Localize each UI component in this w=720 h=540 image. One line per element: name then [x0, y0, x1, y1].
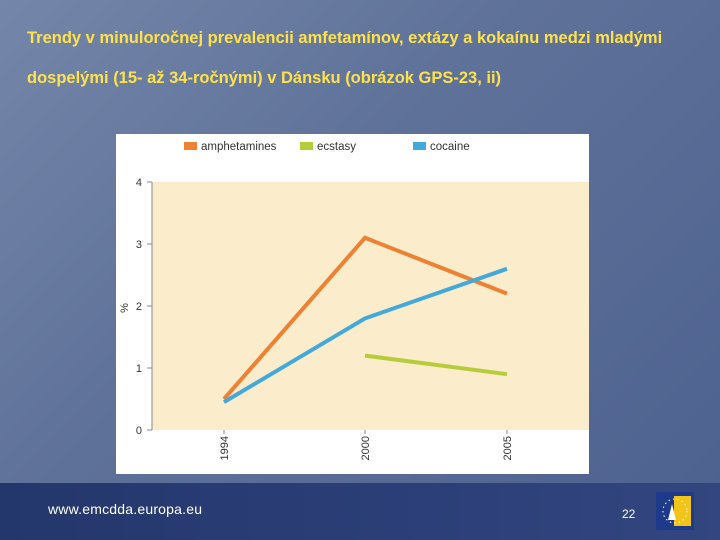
slide-title: Trendy v minuloročnej prevalencii amfeta… — [27, 29, 663, 87]
legend-label-ecstasy: ecstasy — [317, 141, 356, 153]
legend-swatch-amphetamines — [184, 142, 197, 150]
chart-panel: amphetamines ecstasy cocaine 0 1 2 3 4 1994 200… — [116, 134, 589, 474]
y-axis-label: % — [119, 303, 131, 313]
y-tick-label: 1 — [136, 363, 142, 375]
series-layer — [222, 235, 508, 404]
x-tick-label: 2000 — [360, 436, 372, 460]
x-axis: 1994 2000 2005 — [219, 430, 514, 460]
legend-swatch-cocaine — [413, 142, 426, 150]
footer-url[interactable]: www.emcdda.europa.eu — [48, 501, 203, 517]
legend-label-amphetamines: amphetamines — [201, 141, 277, 153]
emcdda-logo-icon — [656, 492, 694, 530]
x-tick-label: 2005 — [502, 436, 514, 460]
page-number: 22 — [622, 507, 636, 521]
series-line-ecstasy — [364, 353, 508, 377]
legend: amphetamines ecstasy cocaine — [184, 141, 470, 153]
y-tick-label: 4 — [136, 177, 142, 189]
plot-area — [152, 182, 589, 430]
x-tick-label: 1994 — [219, 436, 231, 460]
y-tick-label: 0 — [136, 425, 142, 437]
legend-label-cocaine: cocaine — [430, 141, 470, 153]
y-tick-label: 2 — [136, 301, 142, 313]
y-tick-label: 3 — [136, 239, 142, 251]
y-axis: 0 1 2 3 4 — [136, 177, 153, 437]
line-chart: amphetamines ecstasy cocaine 0 1 2 3 4 1994 200… — [119, 141, 589, 460]
legend-swatch-ecstasy — [300, 142, 313, 150]
footer-band: www.emcdda.europa.eu 22 — [0, 483, 720, 540]
